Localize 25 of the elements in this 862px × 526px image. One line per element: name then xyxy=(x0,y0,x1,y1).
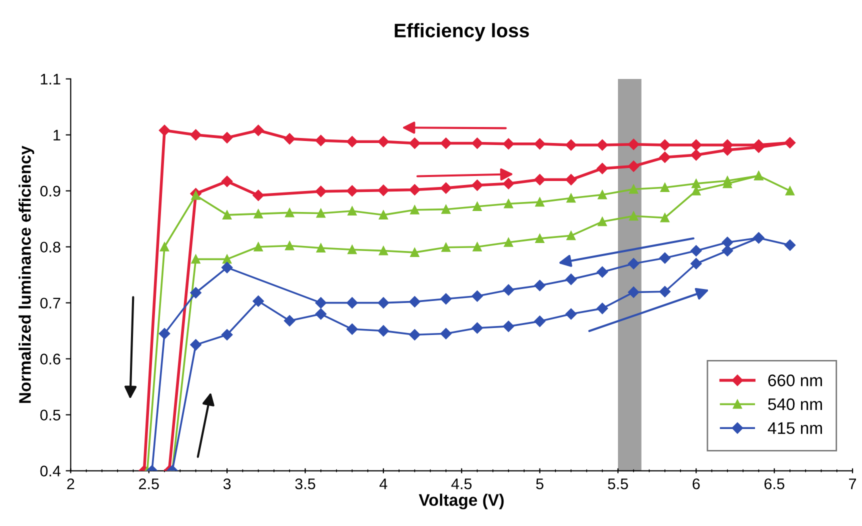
x-tick-label: 6 xyxy=(692,478,700,490)
legend-label: 540 nm xyxy=(768,398,822,410)
x-tick-label: 4 xyxy=(380,478,388,490)
y-tick-label: 0.8 xyxy=(40,242,60,253)
y-tick-label: 0.4 xyxy=(40,466,61,476)
x-tick-label: 2 xyxy=(67,478,74,490)
y-tick-label: 0.6 xyxy=(40,354,60,364)
x-tick-label: 6.5 xyxy=(764,478,784,490)
x-tick-label: 3 xyxy=(223,478,231,490)
x-tick-label: 5 xyxy=(536,478,544,490)
x-tick-label: 7 xyxy=(849,478,856,490)
y-tick-label: 0.5 xyxy=(40,410,60,420)
legend-label: 660 nm xyxy=(768,374,822,386)
x-axis-title: Voltage (V) xyxy=(418,494,504,510)
y-axis-title: Normalized luminance efficiency xyxy=(18,146,34,403)
chart-title: Efficiency loss xyxy=(394,23,529,42)
y-tick-label: 1 xyxy=(54,130,60,140)
y-tick-label: 0.7 xyxy=(40,298,60,309)
y-tick-label: 1.1 xyxy=(40,74,60,84)
x-tick-label: 3.5 xyxy=(295,478,316,490)
x-tick-label: 5.5 xyxy=(608,478,628,490)
y-tick-label: 0.9 xyxy=(40,186,60,197)
x-tick-label: 2.5 xyxy=(139,478,159,490)
legend-label: 415 nm xyxy=(768,422,822,434)
x-tick-label: 4.5 xyxy=(451,478,472,490)
